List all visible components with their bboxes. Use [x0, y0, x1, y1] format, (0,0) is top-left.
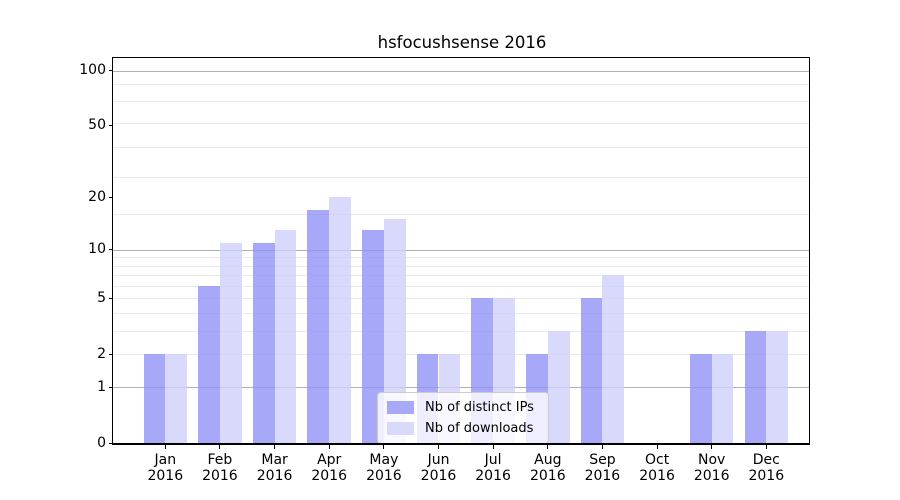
x-tick-mark: [656, 445, 658, 449]
x-tick-mark: [328, 445, 330, 449]
plot-area: Nb of distinct IPs Nb of downloads: [112, 57, 810, 445]
x-tick-label: Feb 2016: [202, 452, 238, 484]
bar-distinct-ips: [362, 230, 384, 443]
bar-downloads: [383, 219, 406, 443]
bar-distinct-ips: [198, 286, 220, 443]
x-tick-label: Apr 2016: [311, 452, 347, 484]
bar-downloads: [766, 331, 789, 443]
chart-title: hsfocushsense 2016: [377, 33, 547, 52]
x-tick-label: May 2016: [366, 452, 402, 484]
x-tick-mark: [274, 445, 276, 449]
gridline-major: [113, 387, 809, 389]
x-tick-mark: [765, 445, 767, 449]
y-tick-mark: [109, 386, 113, 388]
x-tick-label: Mar 2016: [256, 452, 293, 484]
x-tick-mark: [383, 445, 385, 449]
bar-distinct-ips: [307, 209, 330, 443]
y-tick-label: 20: [88, 188, 106, 205]
x-tick-label: Jul 2016: [475, 452, 511, 484]
y-tick-mark: [109, 249, 113, 250]
gridline-minor: [113, 177, 809, 178]
gridline-minor: [113, 257, 809, 259]
y-tick-mark: [109, 442, 113, 444]
y-tick-mark: [109, 70, 113, 72]
gridline-minor: [113, 275, 809, 277]
y-tick-label: 5: [97, 289, 106, 306]
gridline-minor: [113, 313, 809, 315]
x-tick-label: Dec 2016: [748, 452, 785, 484]
gridline-major: [113, 70, 809, 72]
y-tick-mark: [109, 125, 113, 127]
gridline-minor: [113, 286, 809, 287]
legend-row-downloads: Nb of downloads: [387, 420, 539, 437]
x-tick-mark: [164, 445, 166, 449]
bar-downloads: [547, 331, 570, 443]
legend-swatch-distinct-ips: [387, 401, 414, 414]
gridline-minor: [113, 354, 809, 356]
y-tick-label: 0: [97, 434, 106, 451]
gridline-minor: [113, 265, 809, 267]
y-tick-label: 2: [97, 345, 106, 362]
gridline-minor: [113, 214, 809, 216]
y-tick-label: 50: [88, 117, 106, 134]
bar-downloads: [274, 230, 297, 443]
gridline-major: [113, 249, 809, 251]
bar-downloads: [165, 354, 188, 443]
legend-label-distinct-ips: Nb of distinct IPs: [425, 400, 534, 415]
y-tick-mark: [109, 196, 113, 198]
bar-downloads: [219, 242, 242, 443]
y-tick-label: 1: [97, 378, 106, 395]
x-tick-mark: [492, 445, 494, 449]
x-tick-label: Jan 2016: [147, 452, 184, 484]
x-tick-mark: [601, 445, 603, 449]
x-tick-label: Jun 2016: [420, 452, 457, 484]
x-tick-mark: [438, 445, 439, 449]
gridline-minor: [113, 101, 809, 103]
x-tick-label: Aug 2016: [529, 452, 566, 484]
x-tick-mark: [711, 445, 713, 449]
bar-downloads: [711, 354, 734, 443]
x-tick-mark: [219, 445, 221, 449]
bar-distinct-ips: [580, 298, 603, 443]
y-tick-mark: [109, 297, 113, 299]
plot-inner: Nb of distinct IPs Nb of downloads: [113, 58, 809, 443]
bar-distinct-ips: [252, 242, 275, 443]
gridline-minor: [113, 147, 809, 149]
gridline-minor: [113, 122, 809, 124]
bar-downloads: [329, 197, 351, 443]
y-tick-label: 10: [88, 241, 106, 257]
legend-swatch-downloads: [387, 422, 414, 435]
gridline-minor: [113, 83, 809, 85]
x-tick-label: Oct 2016: [639, 452, 675, 484]
gridline-minor: [113, 298, 809, 300]
y-tick-label: 100: [79, 62, 106, 79]
bar-distinct-ips: [143, 354, 166, 443]
y-tick-mark: [109, 353, 113, 355]
legend-label-downloads: Nb of downloads: [425, 421, 534, 436]
legend-row-distinct-ips: Nb of distinct IPs: [387, 399, 539, 416]
x-tick-mark: [547, 445, 549, 449]
legend: Nb of distinct IPs Nb of downloads: [377, 392, 549, 443]
x-tick-label: Sep 2016: [584, 452, 621, 484]
bar-distinct-ips: [689, 354, 712, 443]
bar-distinct-ips: [744, 331, 767, 443]
bar-downloads: [602, 275, 625, 443]
x-tick-label: Nov 2016: [693, 452, 730, 484]
gridline-minor: [113, 331, 809, 333]
